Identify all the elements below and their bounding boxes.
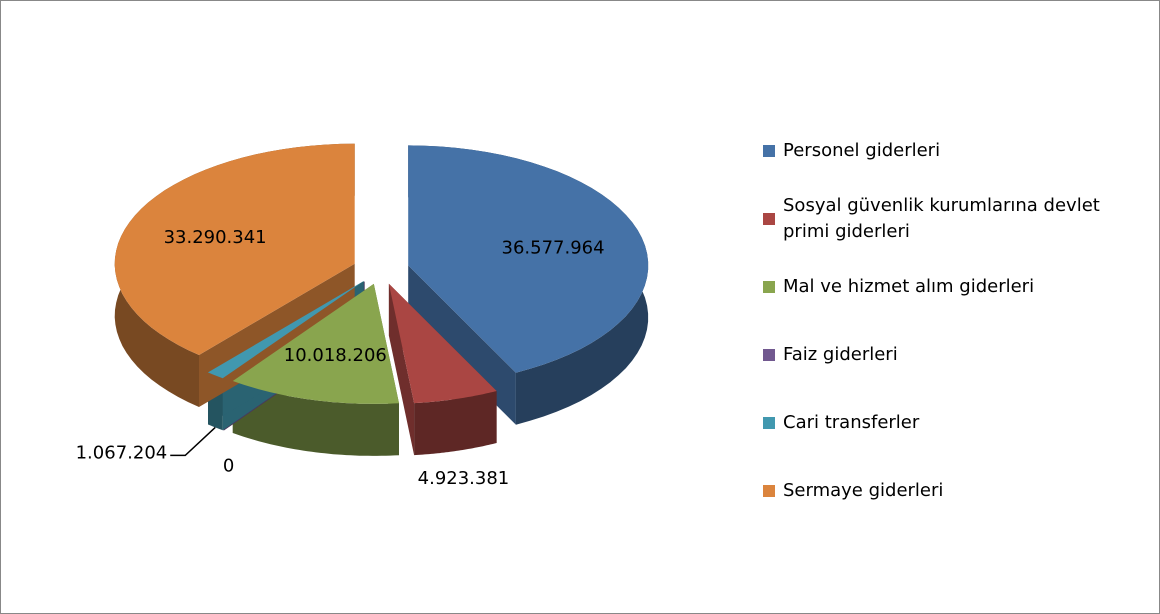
legend-swatch — [763, 281, 775, 293]
legend-label: Faiz giderleri — [783, 344, 898, 365]
legend-swatch — [763, 349, 775, 361]
legend-item: Mal ve hizmet alım giderleri — [763, 253, 1103, 321]
legend-item: Sosyal güvenlik kurumlarına devlet primi… — [763, 185, 1103, 253]
legend-item: Faiz giderleri — [763, 321, 1103, 389]
legend-swatch — [763, 485, 775, 497]
leader-line — [170, 426, 216, 457]
legend-swatch — [763, 213, 775, 225]
slice — [114, 143, 355, 355]
slice — [408, 145, 649, 373]
legend-label: Cari transferler — [783, 412, 920, 433]
data-label: 1.067.204 — [76, 442, 168, 463]
slice — [232, 283, 399, 404]
legend-label: Mal ve hizmet alım giderleri — [783, 276, 1035, 297]
data-label: 10.018.206 — [284, 345, 387, 366]
data-label: 0 — [223, 456, 234, 477]
legend: Personel giderleri Sosyal güvenlik kuruml… — [763, 117, 1103, 525]
legend-label: Sermaye giderleri — [783, 480, 944, 501]
legend-item: Cari transferler — [763, 389, 1103, 457]
slice — [208, 281, 364, 379]
legend-swatch — [763, 417, 775, 429]
slice-face — [388, 283, 415, 456]
legend-swatch — [763, 145, 775, 157]
slice-wall — [232, 381, 399, 456]
legend-label: Sosyal güvenlik kurumlarına devlet primi… — [783, 195, 1100, 242]
data-label: 33.290.341 — [164, 227, 267, 248]
slice-wall — [414, 391, 497, 456]
legend-item: Sermaye giderleri — [763, 457, 1103, 525]
data-label: 36.577.964 — [502, 237, 605, 258]
slice — [388, 283, 497, 404]
legend-label: Personel giderleri — [783, 140, 941, 161]
legend-item: Personel giderleri — [763, 117, 1103, 185]
data-label: 4.923.381 — [418, 468, 510, 489]
pie-tops — [114, 143, 649, 404]
